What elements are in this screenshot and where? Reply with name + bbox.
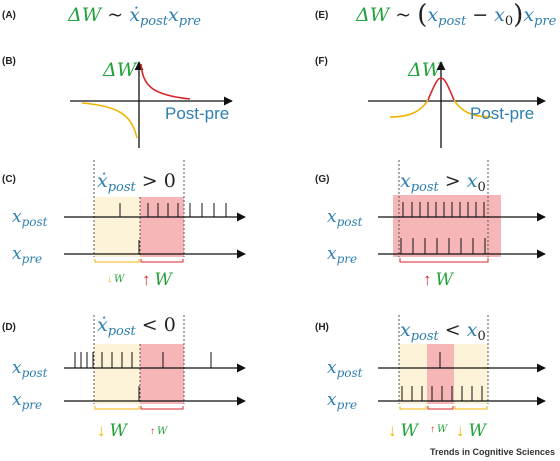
panel-h-pre-spikes (401, 386, 483, 401)
panel-g-label: (G) (315, 174, 329, 185)
panel-d: (D) ẋpost < 0 xpost xpre ↓ W ↑ W (2, 314, 246, 441)
panel-d-label: (D) (2, 322, 16, 333)
panel-a-label: (A) (2, 10, 16, 21)
panel-d-pink-bracket (140, 406, 184, 410)
panel-c-post-row-label: xpost (12, 207, 48, 229)
panel-d-cream-bracket (94, 406, 140, 410)
panel-h-ltd-right-indicator: ↓ W (456, 421, 488, 441)
panel-f-right-depression (453, 99, 493, 118)
panel-h-left-bracket (399, 406, 427, 410)
panel-g-pre-row-label: xpre (327, 244, 357, 266)
panel-b-dw-label: ΔW (102, 59, 138, 81)
panel-c-pink-bracket (140, 259, 184, 263)
panel-f-dw-label: ΔW (407, 59, 443, 81)
panel-h-mid-bracket (427, 406, 454, 410)
panel-c-post-spikes (119, 203, 227, 217)
panel-c: (C) ẋpost > 0 xpost xpre ↓ W ↑ W (2, 160, 246, 290)
panel-h-post-row-label: xpost (327, 358, 363, 380)
panel-g-pre-spikes (400, 238, 486, 254)
panel-c-cream-window (94, 197, 140, 257)
panel-d-pre-row-label: xpre (12, 390, 42, 412)
panel-e-label: (E) (315, 10, 328, 21)
panel-c-title: ẋpost > 0 (97, 170, 176, 195)
panel-h-right-bracket (454, 406, 488, 410)
panel-d-cream-window (94, 344, 140, 404)
panel-g-title: xpost > x0 (400, 170, 486, 195)
journal-footer: Trends in Cognitive Sciences (430, 447, 555, 457)
panel-b-x-label: Post-pre (165, 104, 229, 123)
panel-d-pink-window (140, 344, 184, 404)
panel-d-ltp-indicator: ↑ W (150, 426, 168, 437)
panel-g-post-row-label: xpost (327, 207, 363, 229)
panel-c-pink-window (140, 197, 184, 257)
panel-c-ltp-indicator: ↑ W (142, 270, 174, 290)
panel-d-post-row-label: xpost (12, 358, 48, 380)
panel-h-ltp-indicator: ↑ W (430, 424, 448, 435)
panel-d-post-spikes (74, 352, 212, 368)
panel-a: (A) ΔW ~ ẋpostxpre (2, 4, 201, 29)
panel-h-cream-window-left (399, 344, 427, 404)
panel-h-ltd-left-indicator: ↓ W (388, 421, 420, 441)
panel-d-ltd-indicator: ↓ W (97, 421, 129, 441)
panel-f-left-depression (389, 99, 429, 118)
panel-h-title: xpost < x0 (400, 319, 486, 344)
panel-f-peak (427, 77, 455, 101)
panel-g-post-spikes (402, 202, 485, 217)
panel-d-title: ẋpost < 0 (97, 314, 176, 339)
panel-g-pink-window (393, 195, 501, 257)
panel-b-ltp-curve (140, 63, 191, 100)
panel-h: (H) xpost < x0 xpost xpre ↓ W ↑ W ↓ W (315, 315, 546, 441)
panel-h-pre-row-label: xpre (327, 390, 357, 412)
panel-b: (B) ΔW Post-pre (2, 56, 233, 148)
panel-g-ltp-indicator: ↑ W (423, 270, 455, 290)
panel-e: (E) ΔW ~ (xpost − x0)xpre (315, 0, 557, 30)
panel-f-label: (F) (315, 56, 328, 67)
panel-c-pre-row-label: xpre (12, 244, 42, 266)
panel-h-label: (H) (315, 322, 329, 333)
panel-f: (F) ΔW Post-pre (315, 56, 546, 148)
panel-b-ltd-curve (81, 102, 138, 139)
panel-b-label: (B) (2, 56, 16, 67)
panel-h-cream-window-right (454, 344, 488, 404)
panel-c-cream-bracket (94, 259, 140, 263)
panel-c-ltd-indicator: ↓ W (107, 274, 125, 285)
panel-g-bracket (399, 258, 489, 263)
panel-a-equation: ΔW ~ ẋpostxpre (67, 4, 201, 29)
panel-c-label: (C) (2, 174, 16, 185)
panel-g: (G) xpost > x0 xpost xpre (315, 160, 546, 290)
panel-f-x-label: Post-pre (470, 104, 534, 123)
panel-e-equation: ΔW ~ (xpost − x0)xpre (355, 0, 557, 30)
